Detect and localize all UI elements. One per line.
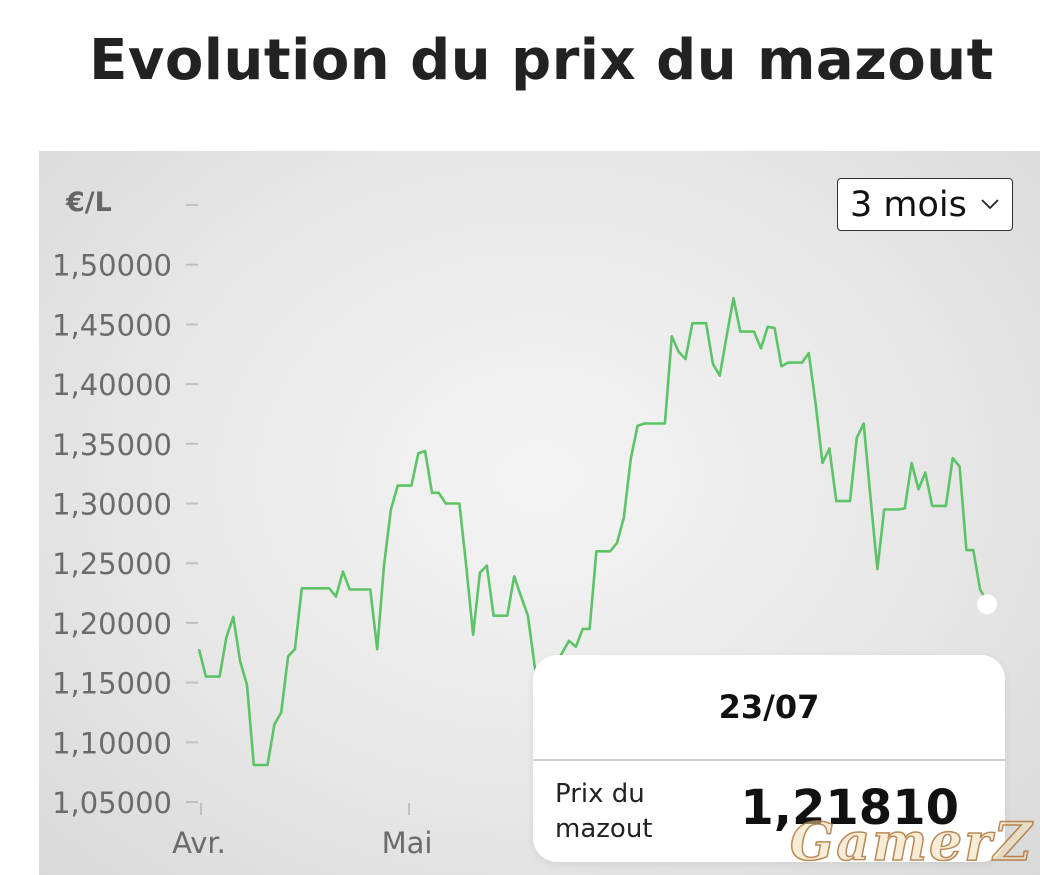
price-tooltip: 23/07 Prix du mazout 1,21810 xyxy=(533,655,1005,862)
x-tick-label: Avr. xyxy=(172,826,226,860)
y-tick-label: 1,30000 xyxy=(52,488,172,522)
tooltip-value: 1,21810 xyxy=(740,780,959,836)
tooltip-label: Prix du mazout xyxy=(555,779,653,844)
last-point-marker xyxy=(977,594,997,615)
y-tick-label: 1,50000 xyxy=(52,249,172,283)
y-tick-label: 1,40000 xyxy=(52,368,172,402)
y-tick-label: 1,25000 xyxy=(52,547,172,581)
y-axis-unit-label: €/L xyxy=(66,187,112,218)
y-tick-label: 1,05000 xyxy=(52,786,172,820)
y-tick-label: 1,15000 xyxy=(52,667,172,701)
page-title: Evolution du prix du mazout xyxy=(89,28,994,93)
period-select-value: 3 mois xyxy=(850,184,967,225)
watermark-logo: GamerZ xyxy=(789,811,1034,874)
price-series-line xyxy=(197,296,989,767)
y-tick-label: 1,20000 xyxy=(52,607,172,641)
y-axis: 1,05000 1,10000 1,15000 1,20000 1,25000 1,300… xyxy=(52,204,198,820)
chevron-down-icon xyxy=(981,199,999,210)
y-tick-label: 1,10000 xyxy=(52,726,172,760)
series-layer xyxy=(197,296,997,767)
y-tick-label: 1,35000 xyxy=(52,428,172,462)
x-tick-label: Mai xyxy=(382,826,433,860)
tooltip-date: 23/07 xyxy=(533,655,1005,761)
y-tick-label: 1,45000 xyxy=(52,308,172,342)
period-select[interactable]: 3 mois xyxy=(837,178,1013,231)
x-axis: Avr. Mai xyxy=(172,803,432,860)
